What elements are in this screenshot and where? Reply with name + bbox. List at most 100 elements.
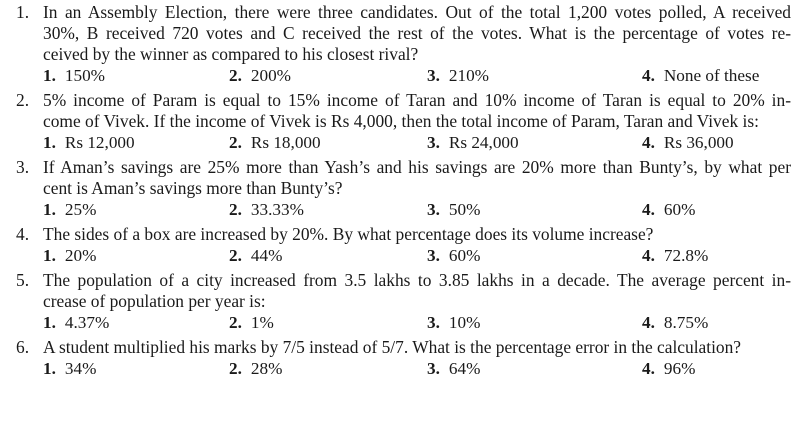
option-1[interactable]: 1. 150% bbox=[43, 65, 105, 86]
question-1: 1. In an Assembly Election, there were t… bbox=[0, 2, 805, 86]
option-3[interactable]: 3. 210% bbox=[427, 65, 489, 86]
option-3[interactable]: 3. 50% bbox=[427, 199, 480, 220]
question-text: A student multiplied his marks by 7/5 in… bbox=[43, 337, 791, 358]
option-2[interactable]: 2. 28% bbox=[229, 358, 282, 379]
question-text: The population of a city increased from … bbox=[43, 270, 791, 312]
option-text: 25% bbox=[64, 200, 97, 219]
option-text: 200% bbox=[250, 66, 291, 85]
option-text: 60% bbox=[448, 246, 481, 265]
option-4[interactable]: 4. 96% bbox=[642, 358, 695, 379]
question-line: cent is Aman’s savings more than Bunty’s… bbox=[43, 178, 343, 198]
option-number: 3. bbox=[427, 66, 440, 85]
option-3[interactable]: 3. 60% bbox=[427, 245, 480, 266]
option-number: 1. bbox=[43, 66, 56, 85]
option-text: 64% bbox=[448, 359, 481, 378]
question-6: 6. A student multiplied his marks by 7/5… bbox=[0, 337, 805, 379]
option-number: 3. bbox=[427, 133, 440, 152]
options-row: 1. 4.37% 2. 1% 3. 10% 4. 8.75% bbox=[0, 312, 805, 333]
question-line: ceived by the winner as compared to his … bbox=[43, 44, 419, 64]
option-1[interactable]: 1. 25% bbox=[43, 199, 96, 220]
option-2[interactable]: 2. Rs 18,000 bbox=[229, 132, 321, 153]
option-3[interactable]: 3. Rs 24,000 bbox=[427, 132, 519, 153]
option-number: 3. bbox=[427, 359, 440, 378]
question-4: 4. The sides of a box are increased by 2… bbox=[0, 224, 805, 266]
options-row: 1. Rs 12,000 2. Rs 18,000 3. Rs 24,000 4. Rs… bbox=[0, 132, 805, 153]
option-1[interactable]: 1. 20% bbox=[43, 245, 96, 266]
option-text: 44% bbox=[250, 246, 283, 265]
option-number: 4. bbox=[642, 246, 655, 265]
option-text: 20% bbox=[64, 246, 97, 265]
option-text: Rs 18,000 bbox=[250, 133, 321, 152]
option-3[interactable]: 3. 10% bbox=[427, 312, 480, 333]
option-1[interactable]: 1. Rs 12,000 bbox=[43, 132, 135, 153]
question-line: In an Assembly Election, there were thre… bbox=[43, 2, 791, 22]
option-text: 96% bbox=[663, 359, 696, 378]
question-line: 30%, B received 720 votes and C received… bbox=[43, 23, 791, 43]
option-number: 1. bbox=[43, 359, 56, 378]
option-2[interactable]: 2. 33.33% bbox=[229, 199, 304, 220]
option-number: 2. bbox=[229, 246, 242, 265]
option-number: 2. bbox=[229, 133, 242, 152]
option-3[interactable]: 3. 64% bbox=[427, 358, 480, 379]
option-4[interactable]: 4. Rs 36,000 bbox=[642, 132, 734, 153]
question-3: 3. If Aman’s savings are 25% more than Y… bbox=[0, 157, 805, 220]
question-number: 4. bbox=[16, 224, 30, 244]
option-number: 3. bbox=[427, 200, 440, 219]
question-line: crease of population per year is: bbox=[43, 291, 266, 311]
option-1[interactable]: 1. 4.37% bbox=[43, 312, 109, 333]
option-2[interactable]: 2. 200% bbox=[229, 65, 291, 86]
option-text: Rs 12,000 bbox=[64, 133, 135, 152]
option-number: 2. bbox=[229, 359, 242, 378]
question-line: A student multiplied his marks by 7/5 in… bbox=[43, 337, 742, 357]
option-number: 1. bbox=[43, 200, 56, 219]
option-text: None of these bbox=[663, 66, 760, 85]
option-number: 4. bbox=[642, 313, 655, 332]
option-1[interactable]: 1. 34% bbox=[43, 358, 96, 379]
question-line: If Aman’s savings are 25% more than Yash… bbox=[43, 157, 791, 177]
option-4[interactable]: 4. None of these bbox=[642, 65, 759, 86]
question-number: 1. bbox=[16, 2, 30, 22]
option-number: 4. bbox=[642, 359, 655, 378]
option-number: 3. bbox=[427, 313, 440, 332]
options-row: 1. 34% 2. 28% 3. 64% 4. 96% bbox=[0, 358, 805, 379]
question-text: The sides of a box are increased by 20%.… bbox=[43, 224, 791, 245]
option-4[interactable]: 4. 8.75% bbox=[642, 312, 708, 333]
question-line: The sides of a box are increased by 20%.… bbox=[43, 224, 654, 244]
option-text: 33.33% bbox=[250, 200, 304, 219]
option-number: 4. bbox=[642, 66, 655, 85]
question-line: The population of a city increased from … bbox=[43, 270, 791, 290]
option-number: 2. bbox=[229, 313, 242, 332]
option-text: Rs 36,000 bbox=[663, 133, 734, 152]
option-2[interactable]: 2. 1% bbox=[229, 312, 274, 333]
option-number: 1. bbox=[43, 246, 56, 265]
question-number: 3. bbox=[16, 157, 30, 177]
option-number: 3. bbox=[427, 246, 440, 265]
option-number: 4. bbox=[642, 133, 655, 152]
option-text: Rs 24,000 bbox=[448, 133, 519, 152]
question-line: 5% income of Param is equal to 15% incom… bbox=[43, 90, 791, 110]
options-row: 1. 20% 2. 44% 3. 60% 4. 72.8% bbox=[0, 245, 805, 266]
option-text: 10% bbox=[448, 313, 481, 332]
question-number: 5. bbox=[16, 270, 30, 290]
question-text: If Aman’s savings are 25% more than Yash… bbox=[43, 157, 791, 199]
option-text: 1% bbox=[250, 313, 274, 332]
option-number: 2. bbox=[229, 66, 242, 85]
option-text: 50% bbox=[448, 200, 481, 219]
option-4[interactable]: 4. 72.8% bbox=[642, 245, 708, 266]
option-text: 4.37% bbox=[64, 313, 110, 332]
question-line: come of Vivek. If the income of Vivek is… bbox=[43, 111, 759, 131]
question-text: 5% income of Param is equal to 15% incom… bbox=[43, 90, 791, 132]
options-row: 1. 150% 2. 200% 3. 210% 4. None of these bbox=[0, 65, 805, 86]
option-2[interactable]: 2. 44% bbox=[229, 245, 282, 266]
option-text: 60% bbox=[663, 200, 696, 219]
option-text: 28% bbox=[250, 359, 283, 378]
question-page: 1. In an Assembly Election, there were t… bbox=[0, 2, 805, 383]
option-number: 2. bbox=[229, 200, 242, 219]
option-text: 8.75% bbox=[663, 313, 709, 332]
option-4[interactable]: 4. 60% bbox=[642, 199, 695, 220]
option-number: 1. bbox=[43, 313, 56, 332]
question-2: 2. 5% income of Param is equal to 15% in… bbox=[0, 90, 805, 153]
option-text: 150% bbox=[64, 66, 105, 85]
question-text: In an Assembly Election, there were thre… bbox=[43, 2, 791, 65]
option-number: 1. bbox=[43, 133, 56, 152]
